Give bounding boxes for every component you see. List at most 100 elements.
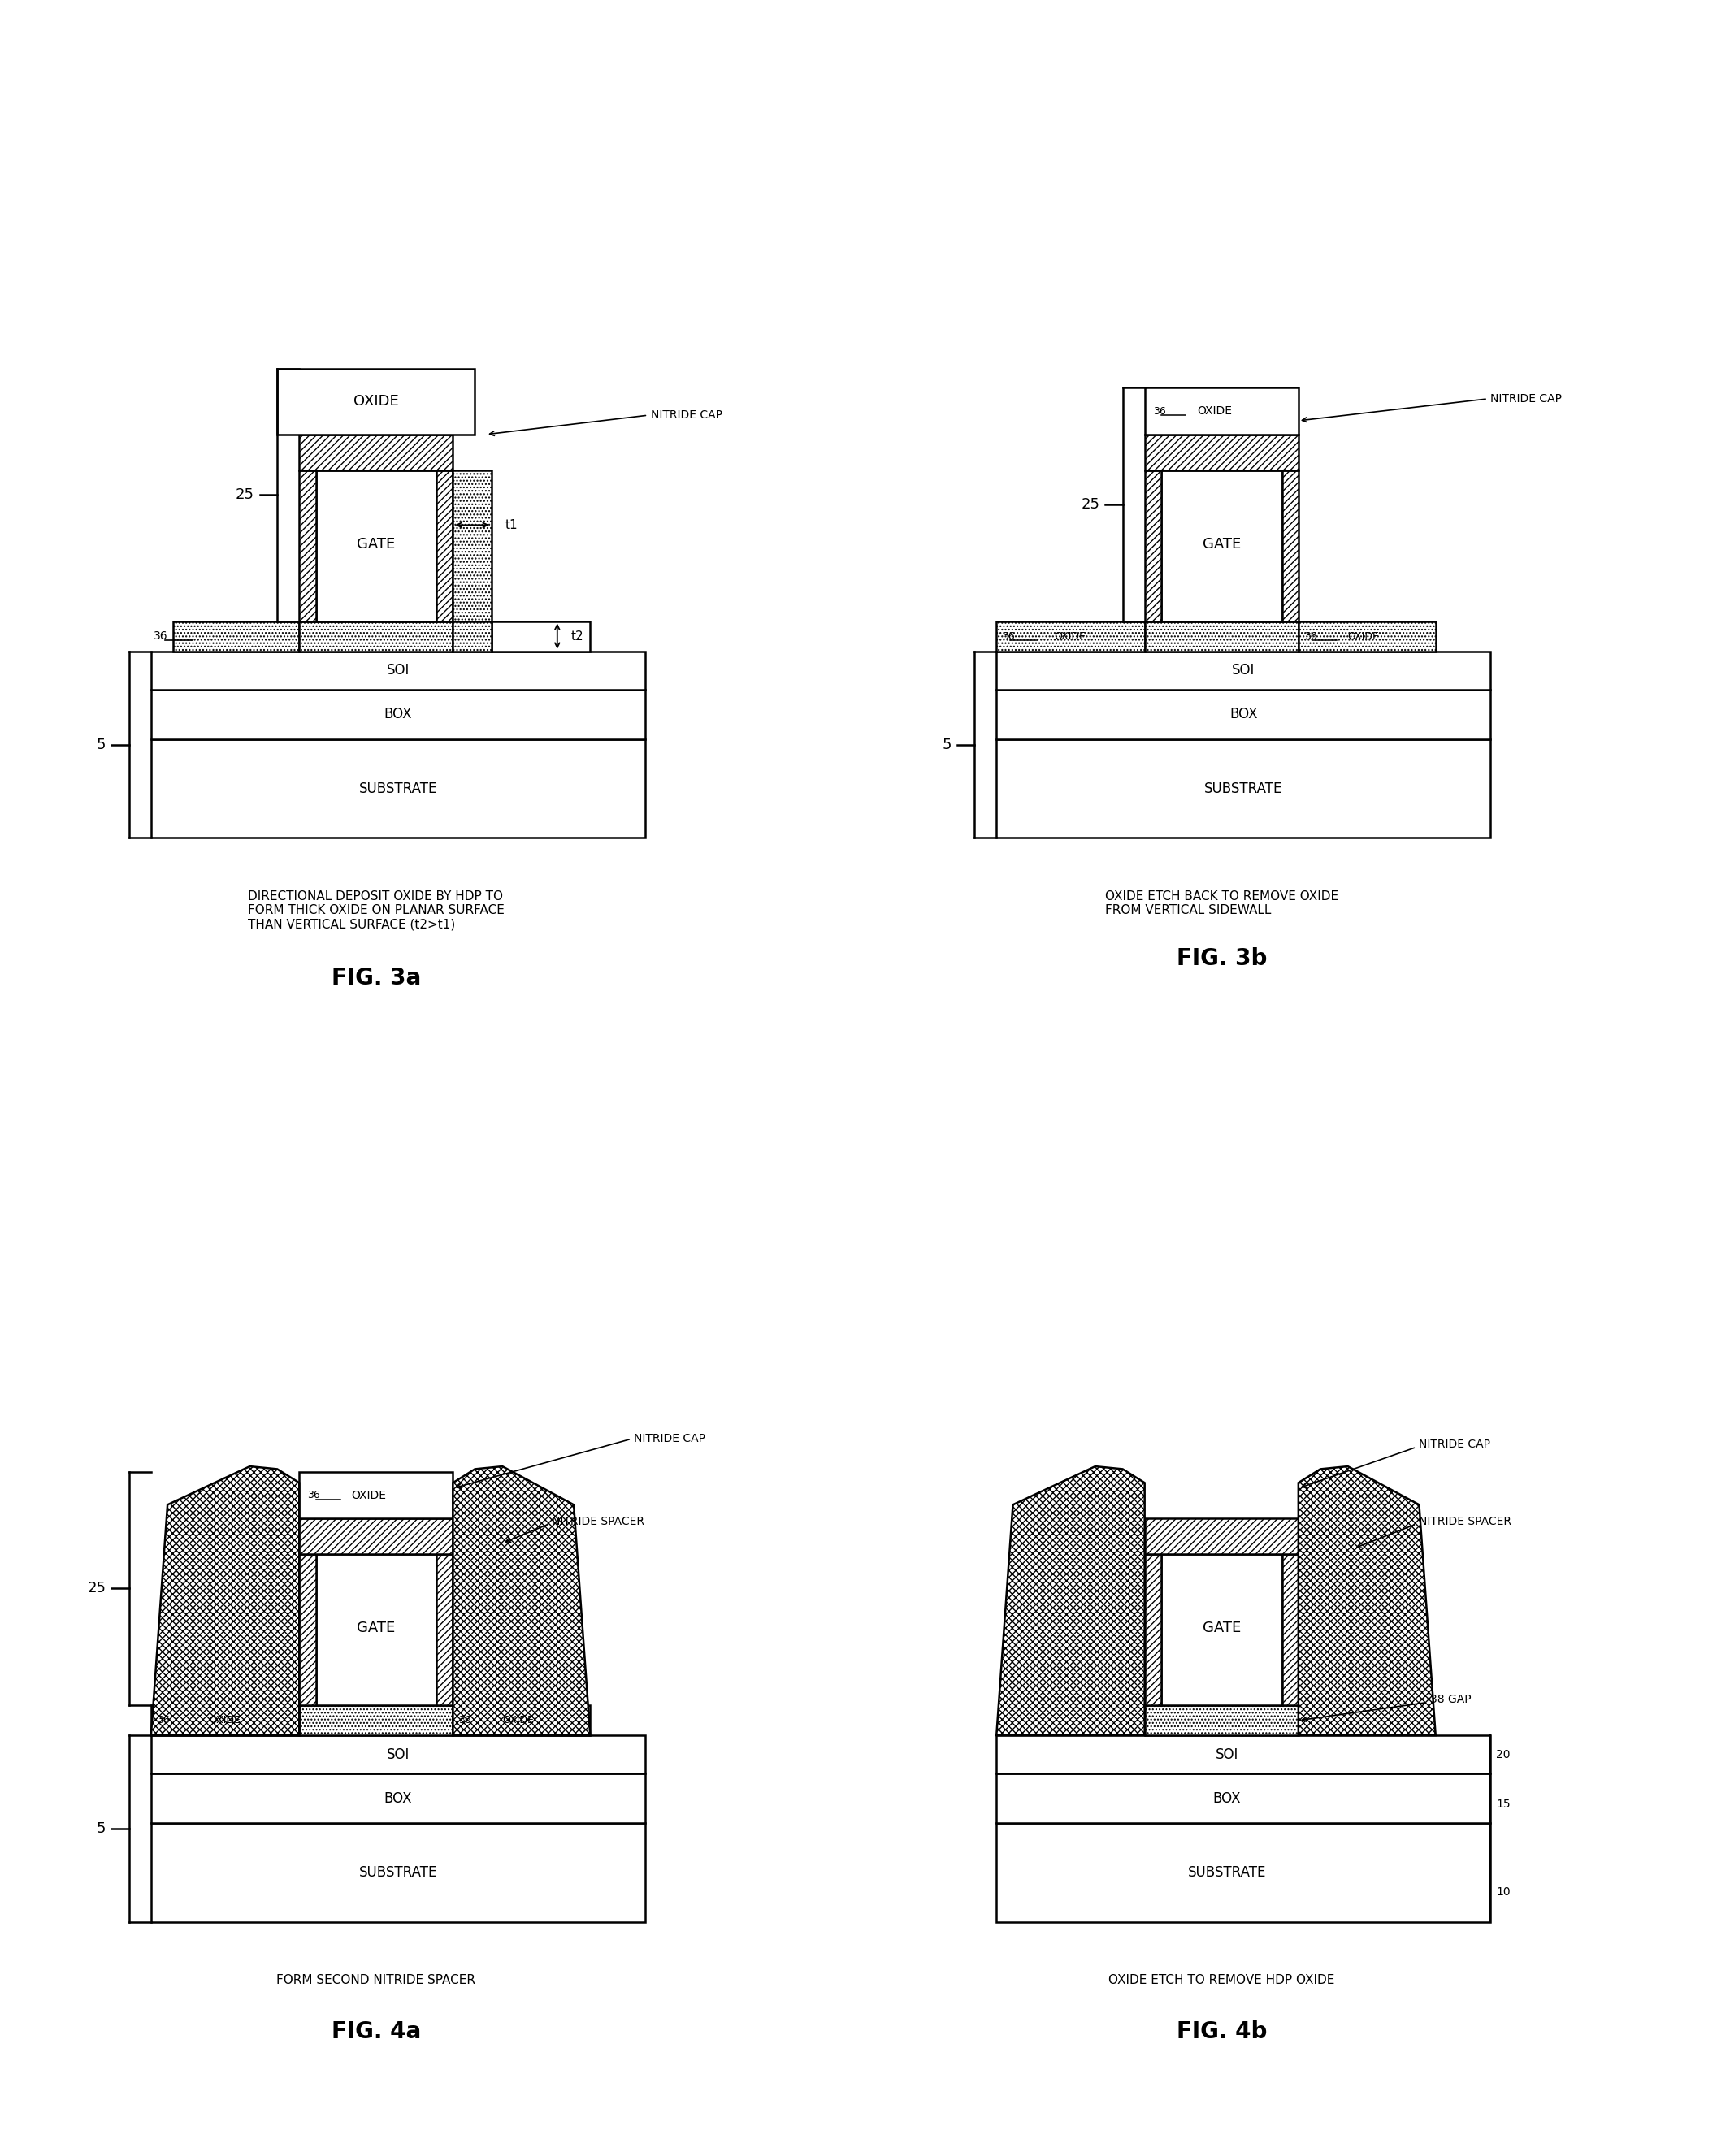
Text: 20: 20 [1496,1749,1511,1759]
Text: 38 GAP: 38 GAP [1430,1695,1471,1705]
Text: 5: 5 [943,737,951,752]
Bar [1145,1518,1298,1554]
Text: 36: 36 [1003,632,1015,642]
Bar [1298,621,1435,651]
Bar [996,1824,1490,1921]
Text: SUBSTRATE: SUBSTRATE [1204,780,1283,796]
Text: FORM SECOND NITRIDE SPACER: FORM SECOND NITRIDE SPACER [276,1975,476,1986]
Bar [996,1774,1490,1824]
Text: OXIDE: OXIDE [354,395,398,410]
Text: OXIDE: OXIDE [503,1716,534,1725]
Polygon shape [1298,1466,1435,1736]
Bar [151,1736,646,1774]
Text: 10: 10 [1496,1886,1511,1897]
Text: FIG. 4a: FIG. 4a [331,2020,421,2044]
Bar [436,470,453,621]
Text: SOI: SOI [1233,664,1255,677]
Bar [316,470,436,621]
Text: 5: 5 [96,1822,106,1837]
Bar [996,1736,1490,1774]
Text: 36: 36 [1152,405,1166,416]
Bar [276,369,476,436]
Bar [299,1705,453,1736]
Bar [453,470,491,621]
Bar [996,651,1490,690]
Polygon shape [996,1466,1145,1736]
Text: FIG. 4b: FIG. 4b [1176,2020,1267,2044]
Text: NITRIDE SPACER: NITRIDE SPACER [551,1516,644,1526]
Bar [1283,1554,1298,1705]
Text: BOX: BOX [385,707,412,722]
Text: BOX: BOX [385,1792,412,1807]
Text: OXIDE: OXIDE [1348,632,1379,642]
Bar [1145,1705,1298,1736]
Text: t1: t1 [505,520,519,530]
Text: SUBSTRATE: SUBSTRATE [359,1865,438,1880]
Bar [996,690,1490,740]
Text: OXIDE: OXIDE [352,1490,386,1501]
Text: SOI: SOI [386,664,410,677]
Bar [299,470,316,621]
Text: 25: 25 [1082,498,1099,511]
Bar [1145,388,1298,436]
Bar [299,1554,316,1705]
Bar [1145,470,1161,621]
Bar [1161,470,1283,621]
Text: DIRECTIONAL DEPOSIT OXIDE BY HDP TO
FORM THICK OXIDE ON PLANAR SURFACE
THAN VERT: DIRECTIONAL DEPOSIT OXIDE BY HDP TO FORM… [247,890,505,931]
Text: SOI: SOI [1216,1746,1238,1761]
Bar [1145,1554,1161,1705]
Text: NITRIDE CAP: NITRIDE CAP [1420,1438,1490,1451]
Text: GATE: GATE [1202,1621,1241,1636]
Bar [173,621,299,651]
Bar [151,1774,646,1824]
Text: BOX: BOX [1212,1792,1241,1807]
Bar [151,690,646,740]
Bar [151,651,646,690]
Text: OXIDE: OXIDE [1054,632,1085,642]
Text: NITRIDE SPACER: NITRIDE SPACER [1420,1516,1511,1526]
Text: OXIDE ETCH BACK TO REMOVE OXIDE
FROM VERTICAL SIDEWALL: OXIDE ETCH BACK TO REMOVE OXIDE FROM VER… [1104,890,1338,916]
Bar [1283,470,1298,621]
Bar [1161,1554,1283,1705]
Text: NITRIDE CAP: NITRIDE CAP [651,410,723,420]
Text: NITRIDE CAP: NITRIDE CAP [1490,392,1562,405]
Text: OXIDE: OXIDE [209,1716,240,1725]
Text: OXIDE: OXIDE [1197,405,1231,416]
Bar [316,1554,436,1705]
Text: FIG. 3a: FIG. 3a [331,966,421,990]
Text: SUBSTRATE: SUBSTRATE [1188,1865,1265,1880]
Bar [491,621,591,651]
Text: OXIDE ETCH TO REMOVE HDP OXIDE: OXIDE ETCH TO REMOVE HDP OXIDE [1109,1975,1334,1986]
Bar [453,1705,591,1736]
Text: 36: 36 [156,1716,170,1725]
Bar [453,621,491,651]
Bar [299,1473,453,1518]
Text: 36: 36 [458,1716,470,1725]
Text: t2: t2 [572,630,584,642]
Text: GATE: GATE [357,1621,395,1636]
Bar [996,621,1145,651]
Text: GATE: GATE [1202,537,1241,552]
Text: SOI: SOI [386,1746,410,1761]
Text: 36: 36 [307,1490,321,1501]
Text: 15: 15 [1496,1798,1511,1809]
Bar [1145,436,1298,470]
Text: SUBSTRATE: SUBSTRATE [359,780,438,796]
Bar [436,1554,453,1705]
Bar [151,1824,646,1921]
Bar [1145,621,1298,651]
Polygon shape [151,1466,299,1736]
Text: BOX: BOX [1229,707,1257,722]
Text: 25: 25 [88,1580,106,1595]
Text: 36: 36 [155,630,168,642]
Text: 5: 5 [96,737,106,752]
Bar [151,740,646,839]
Bar [151,1705,299,1736]
Text: 25: 25 [235,487,254,502]
Text: NITRIDE CAP: NITRIDE CAP [634,1434,706,1445]
Bar [299,436,453,470]
Text: FIG. 3b: FIG. 3b [1176,949,1267,970]
Text: GATE: GATE [357,537,395,552]
Bar [299,621,453,651]
Bar [996,740,1490,839]
